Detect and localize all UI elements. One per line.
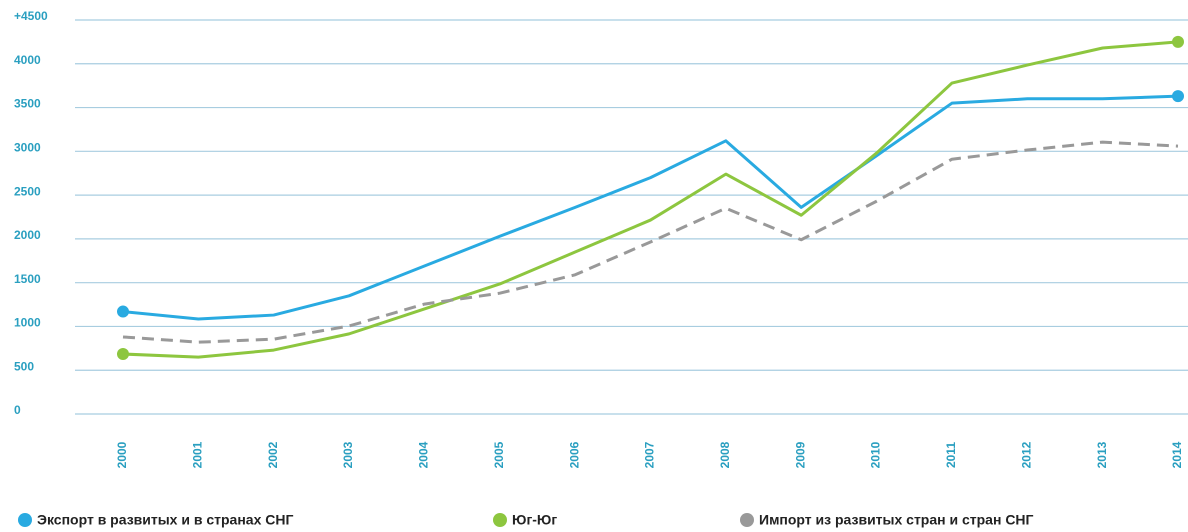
- series-line: [122, 140, 1179, 344]
- y-tick-label: 2500: [14, 184, 41, 198]
- x-tick-label: 2010: [869, 441, 883, 468]
- y-tick-label: 1000: [14, 316, 41, 330]
- legend-swatch: [740, 513, 754, 527]
- end-marker: [1172, 35, 1184, 48]
- y-tick-label: +4500: [14, 9, 48, 23]
- x-tick-label: 2004: [417, 441, 431, 468]
- x-tick-label: 2001: [191, 441, 205, 468]
- y-tick-label: 4000: [14, 53, 41, 67]
- x-tick-label: 2013: [1095, 441, 1109, 468]
- y-tick-label: 0: [14, 403, 21, 417]
- legend-label: Экспорт в развитых и в странах СНГ: [37, 512, 293, 528]
- end-marker: [117, 305, 129, 318]
- x-tick-label: 2005: [492, 441, 506, 468]
- legend-swatch: [18, 513, 32, 527]
- legend-label: Импорт из развитых стран и стран СНГ: [759, 512, 1034, 528]
- x-tick-label: 2003: [341, 441, 355, 468]
- end-marker: [117, 348, 129, 361]
- y-tick-label: 2000: [14, 228, 41, 242]
- legend-label: Юг-Юг: [512, 512, 557, 528]
- series-line: [122, 40, 1179, 359]
- x-tick-label: 2006: [567, 441, 581, 468]
- y-tick-label: 3000: [14, 141, 41, 155]
- series-line: [122, 94, 1179, 321]
- x-tick-label: 2000: [115, 441, 129, 468]
- y-tick-label: 1500: [14, 272, 41, 286]
- x-tick-label: 2012: [1019, 441, 1033, 468]
- x-tick-label: 2002: [266, 441, 280, 468]
- x-tick-label: 2007: [643, 441, 657, 468]
- y-tick-label: 500: [14, 359, 34, 373]
- end-marker: [1172, 90, 1184, 103]
- x-tick-label: 2009: [793, 441, 807, 468]
- x-tick-label: 2008: [718, 441, 732, 468]
- x-tick-label: 2011: [944, 442, 958, 468]
- legend-swatch: [493, 513, 507, 527]
- x-tick-label: 2014: [1170, 441, 1184, 468]
- y-tick-label: 3500: [14, 97, 41, 111]
